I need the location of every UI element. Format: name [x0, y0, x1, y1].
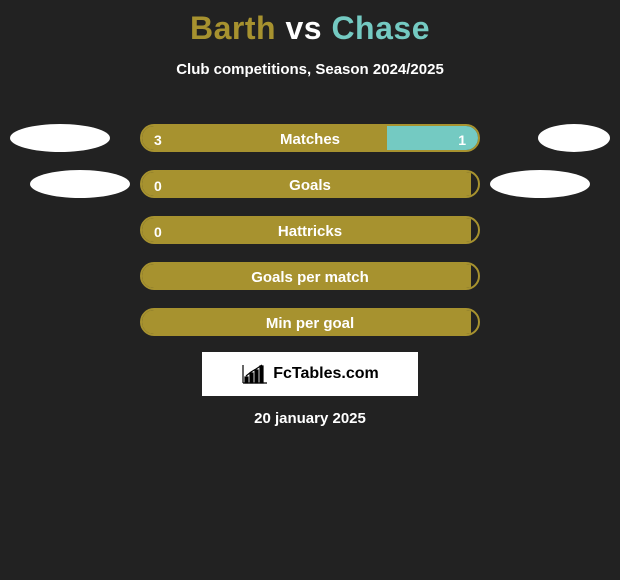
player-avatar-left [10, 124, 110, 152]
stat-row: 0Goals [0, 168, 620, 214]
stats-container: 31Matches0Goals0HattricksGoals per match… [0, 122, 620, 352]
stat-value-left: 0 [154, 172, 194, 198]
brand-chart-icon [241, 363, 269, 385]
stat-bar: 31Matches [140, 124, 480, 152]
stat-row: Min per goal [0, 306, 620, 352]
page-title: Barth vs Chase [0, 0, 620, 47]
player-avatar-right [490, 170, 590, 198]
stat-row: 31Matches [0, 122, 620, 168]
player-avatar-left [30, 170, 130, 198]
brand-text: FcTables.com [273, 365, 379, 383]
stat-value-right: 1 [426, 126, 466, 152]
footer-date: 20 january 2025 [0, 410, 620, 427]
stat-bar: 0Goals [140, 170, 480, 198]
player-avatar-right [538, 124, 610, 152]
subtitle: Club competitions, Season 2024/2025 [0, 61, 620, 78]
player2-name: Chase [331, 10, 430, 46]
stat-bar: Goals per match [140, 262, 480, 290]
player1-name: Barth [190, 10, 276, 46]
stat-bar: Min per goal [140, 308, 480, 336]
stat-bar: 0Hattricks [140, 216, 480, 244]
stat-row: 0Hattricks [0, 214, 620, 260]
stat-row: Goals per match [0, 260, 620, 306]
stat-fill-left [142, 310, 471, 334]
vs-separator: vs [285, 10, 322, 46]
brand-badge: FcTables.com [202, 352, 418, 396]
stat-value-left: 0 [154, 218, 194, 244]
stat-fill-left [142, 264, 471, 288]
stat-value-left: 3 [154, 126, 194, 152]
